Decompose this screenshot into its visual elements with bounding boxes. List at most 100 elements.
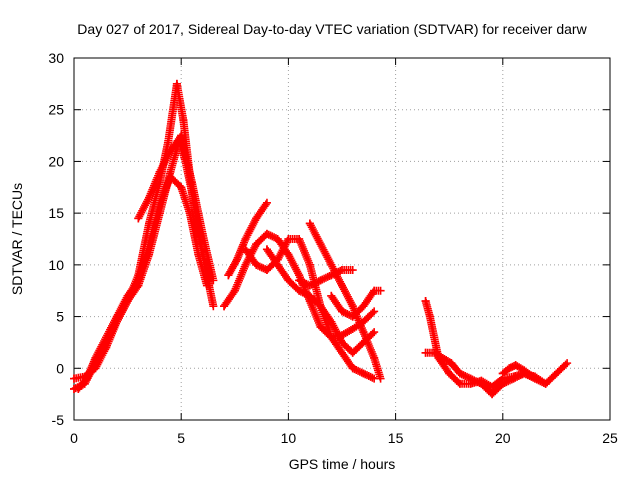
data-point <box>376 374 385 383</box>
data-marker <box>352 366 361 375</box>
y-tick-label: 5 <box>56 309 64 325</box>
x-tick-label: 20 <box>495 430 511 446</box>
data-marker <box>231 257 240 266</box>
data-marker <box>466 374 475 383</box>
data-marker <box>298 278 307 287</box>
data-point <box>376 286 385 295</box>
series-track-3 <box>74 172 211 393</box>
data-marker <box>262 229 271 238</box>
data-marker <box>325 272 334 281</box>
y-tick-label: 30 <box>48 50 64 66</box>
data-marker <box>454 378 463 387</box>
plot-frame <box>73 57 611 421</box>
x-tick-labels: 0 5 10 15 20 25 <box>70 430 618 446</box>
y-tick-labels: -5 0 5 10 15 20 25 30 <box>48 50 64 428</box>
data-marker <box>338 307 346 316</box>
data-marker <box>348 364 357 373</box>
data-marker <box>309 279 318 288</box>
data-point <box>209 302 218 311</box>
data-marker <box>509 374 518 383</box>
series-track-12 <box>421 297 572 391</box>
data-marker <box>464 373 473 382</box>
data-marker <box>300 278 309 287</box>
data-marker <box>312 278 321 287</box>
data-marker <box>516 371 525 380</box>
data-marker <box>261 200 270 209</box>
data-marker <box>470 376 479 385</box>
data-marker <box>455 369 464 378</box>
series-track-4 <box>134 131 218 285</box>
data-point <box>262 198 271 207</box>
series-track-13 <box>421 348 550 399</box>
data-marker <box>507 375 516 384</box>
data-marker <box>332 268 341 277</box>
x-tick-label: 5 <box>177 430 185 446</box>
data-marker <box>343 309 352 318</box>
series-track-8 <box>262 245 379 357</box>
data-marker <box>511 373 520 382</box>
data-marker <box>561 360 570 369</box>
data-marker <box>500 378 509 387</box>
series-track-10 <box>295 266 357 290</box>
data-marker <box>513 372 522 381</box>
data-marker <box>327 271 336 280</box>
data-marker <box>320 274 329 283</box>
y-tick-label: -5 <box>52 412 65 428</box>
data-marker <box>255 262 264 271</box>
x-tick-label: 15 <box>388 430 404 446</box>
data-marker <box>323 272 332 281</box>
data-marker <box>264 230 273 239</box>
data-marker <box>296 287 305 296</box>
data-point <box>370 307 379 316</box>
data-marker <box>336 266 345 275</box>
data-marker <box>461 372 470 381</box>
data-marker <box>472 377 480 386</box>
data-marker <box>311 278 320 287</box>
series-track-11 <box>327 286 385 321</box>
y-tick-label: 15 <box>48 205 64 221</box>
data-marker <box>334 267 343 276</box>
y-tick-label: 25 <box>48 102 64 118</box>
y-tick-label: 0 <box>56 360 64 376</box>
data-point <box>202 281 211 290</box>
data-series <box>70 79 572 399</box>
data-marker <box>539 378 548 387</box>
data-point <box>348 266 357 275</box>
data-marker <box>527 371 536 380</box>
data-marker <box>329 270 338 279</box>
data-marker <box>305 281 314 290</box>
data-marker <box>468 375 477 384</box>
data-marker <box>302 290 311 299</box>
x-tick-label: 10 <box>281 430 297 446</box>
data-point <box>209 276 218 285</box>
data-marker <box>266 231 275 240</box>
data-marker <box>505 376 514 385</box>
x-tick-label: 25 <box>602 430 618 446</box>
data-marker <box>254 261 263 270</box>
data-marker <box>257 263 266 272</box>
data-marker <box>302 279 311 288</box>
data-marker <box>504 377 513 386</box>
data-marker <box>318 275 327 284</box>
y-tick-label: 10 <box>48 257 64 273</box>
data-marker <box>321 273 330 282</box>
chart-title: Day 027 of 2017, Sidereal Day-to-day VTE… <box>77 21 587 37</box>
data-marker <box>368 329 377 338</box>
data-marker <box>339 308 348 317</box>
series-track-6 <box>224 198 271 280</box>
data-marker <box>295 276 304 285</box>
data-marker <box>498 379 507 388</box>
series-track-9 <box>305 219 385 383</box>
data-marker <box>341 309 350 318</box>
data-marker <box>133 278 142 287</box>
data-marker <box>295 286 304 295</box>
data-marker <box>350 365 359 374</box>
data-marker <box>270 233 279 242</box>
data-marker <box>354 366 363 375</box>
data-marker <box>361 370 370 379</box>
data-marker <box>296 277 305 286</box>
data-marker <box>457 370 466 379</box>
data-point <box>541 379 550 388</box>
data-marker <box>514 372 523 381</box>
